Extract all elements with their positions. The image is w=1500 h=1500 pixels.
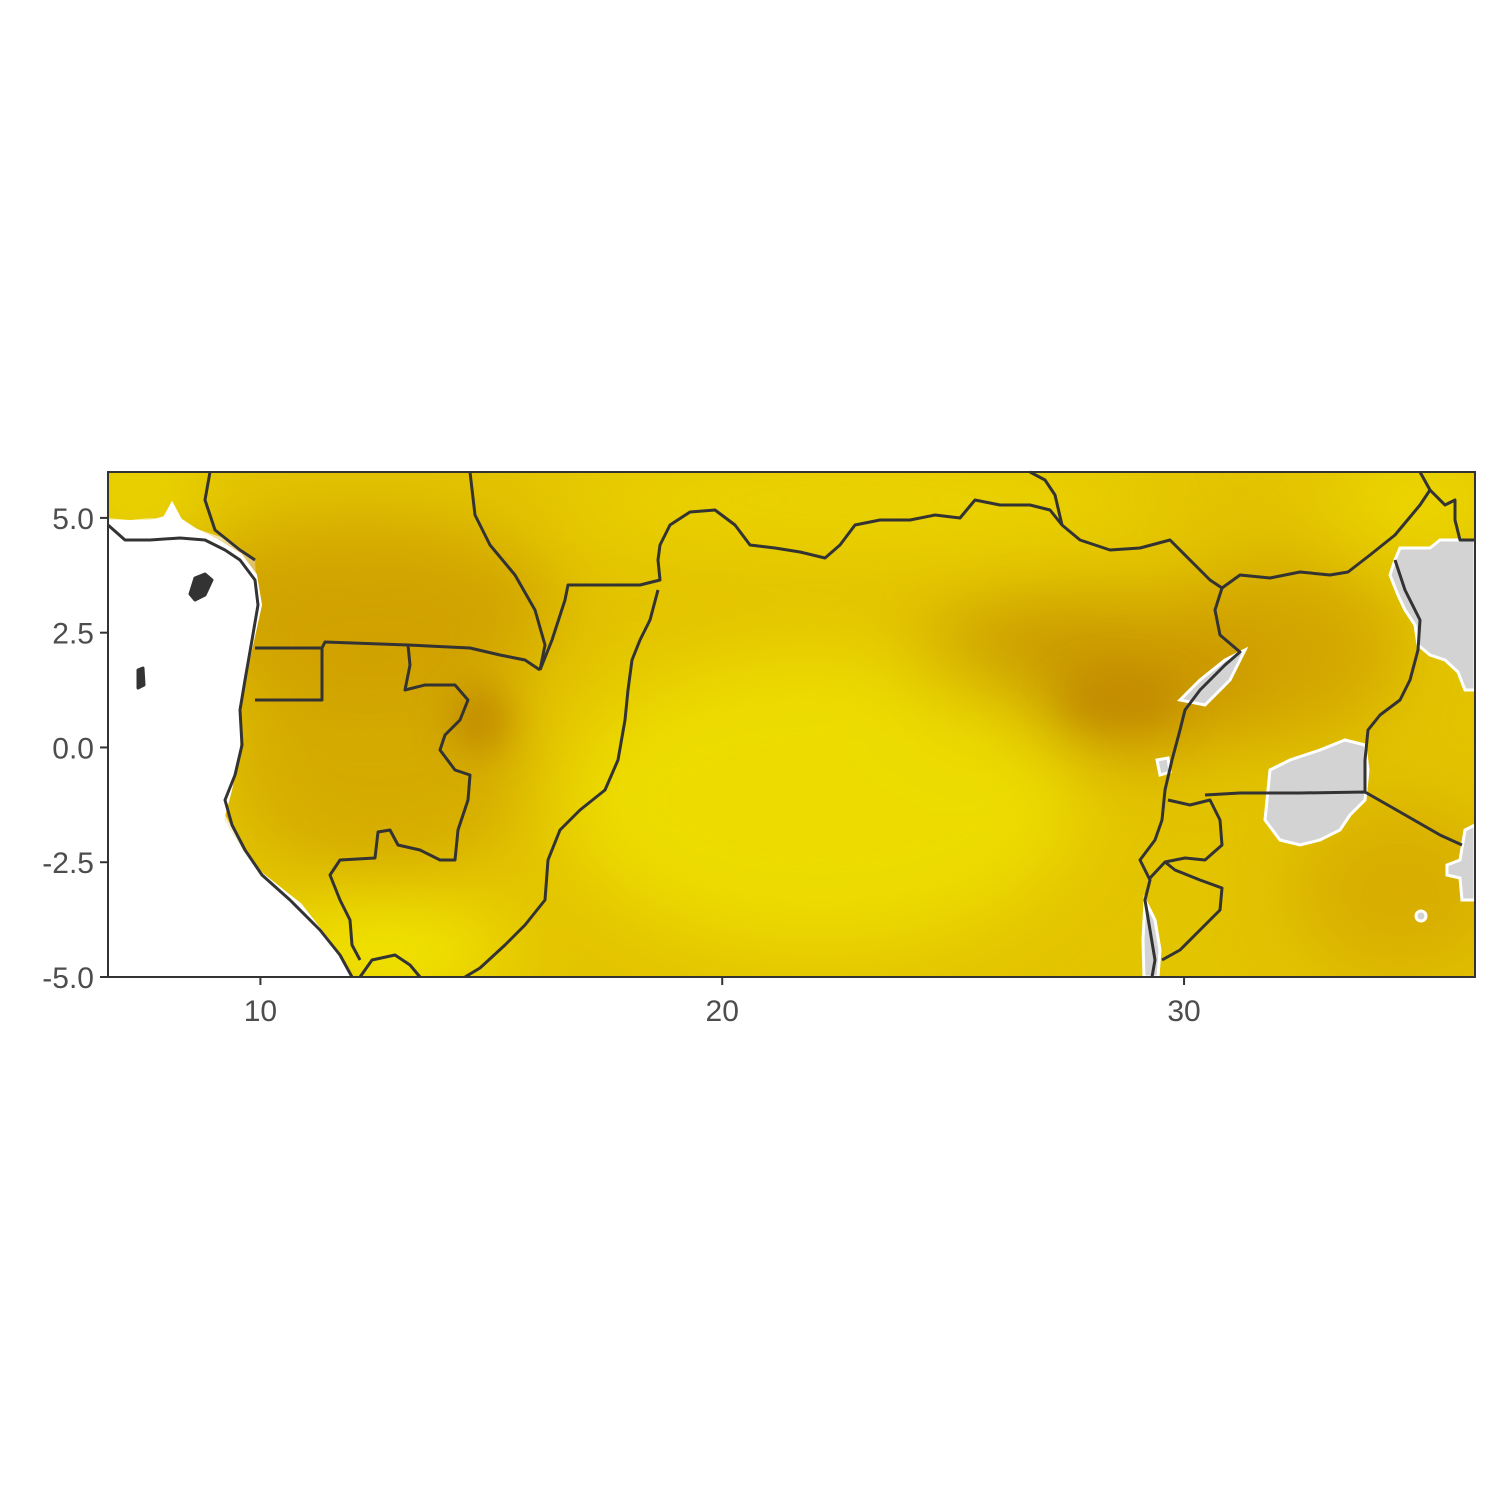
raster-dark-gabon	[230, 640, 530, 880]
map-panel	[107, 470, 1476, 979]
raster-light-ne-corner	[1330, 472, 1475, 540]
border-cameroon-south	[255, 640, 541, 702]
border-drc-uganda	[1138, 587, 1242, 978]
y-tick-label: 5.0	[52, 503, 94, 536]
border-south-sudan-kenya	[1428, 488, 1475, 542]
border-car-sudan	[1029, 470, 1064, 526]
raster-light-north	[560, 472, 1160, 550]
border-congo-drc	[538, 498, 1223, 671]
borders-layer	[107, 470, 1475, 979]
raster-layer	[108, 472, 1475, 977]
x-tick-label: 10	[244, 995, 277, 1028]
border-drc-south-sudan	[1221, 471, 1432, 590]
border-nigeria-cameroon	[203, 471, 256, 562]
no-data-region-north-east	[1388, 538, 1475, 692]
raster-dark-west	[160, 520, 560, 700]
raster-dark-se	[1290, 800, 1475, 977]
border-cameroon-car	[468, 471, 547, 671]
border-eq-guinea-gabon	[328, 644, 472, 961]
x-axis: 10 20 30	[244, 977, 1201, 1028]
raster-hotspot-2	[1060, 670, 1180, 730]
x-tick-label: 20	[706, 995, 739, 1028]
island-sao-tome	[136, 666, 146, 690]
panel-frame	[107, 471, 1476, 978]
raster-light-basin	[560, 650, 1080, 950]
y-tick-label: -2.5	[42, 847, 94, 880]
y-tick-label: -5.0	[42, 962, 94, 995]
y-tick-label: 2.5	[52, 618, 94, 651]
x-tick-label: 30	[1167, 995, 1200, 1028]
raster-hotspot-1	[450, 685, 510, 755]
border-south-coast	[358, 953, 422, 978]
no-data-dot	[1414, 909, 1428, 923]
border-rwanda-burundi	[1148, 798, 1224, 962]
raster-light-nw-corner	[108, 472, 200, 520]
raster-dark-ne	[1160, 560, 1400, 740]
island-bioko	[188, 572, 214, 602]
border-congo-drc-river	[464, 589, 660, 979]
coastline	[107, 523, 354, 978]
border-uganda-tanzania	[1204, 790, 1463, 847]
border-uganda-kenya	[1363, 559, 1422, 792]
no-data-region-east-edge	[1445, 823, 1475, 902]
y-axis: 5.0 2.5 0.0 -2.5 -5.0	[42, 503, 108, 995]
y-tick-label: 0.0	[52, 732, 94, 765]
